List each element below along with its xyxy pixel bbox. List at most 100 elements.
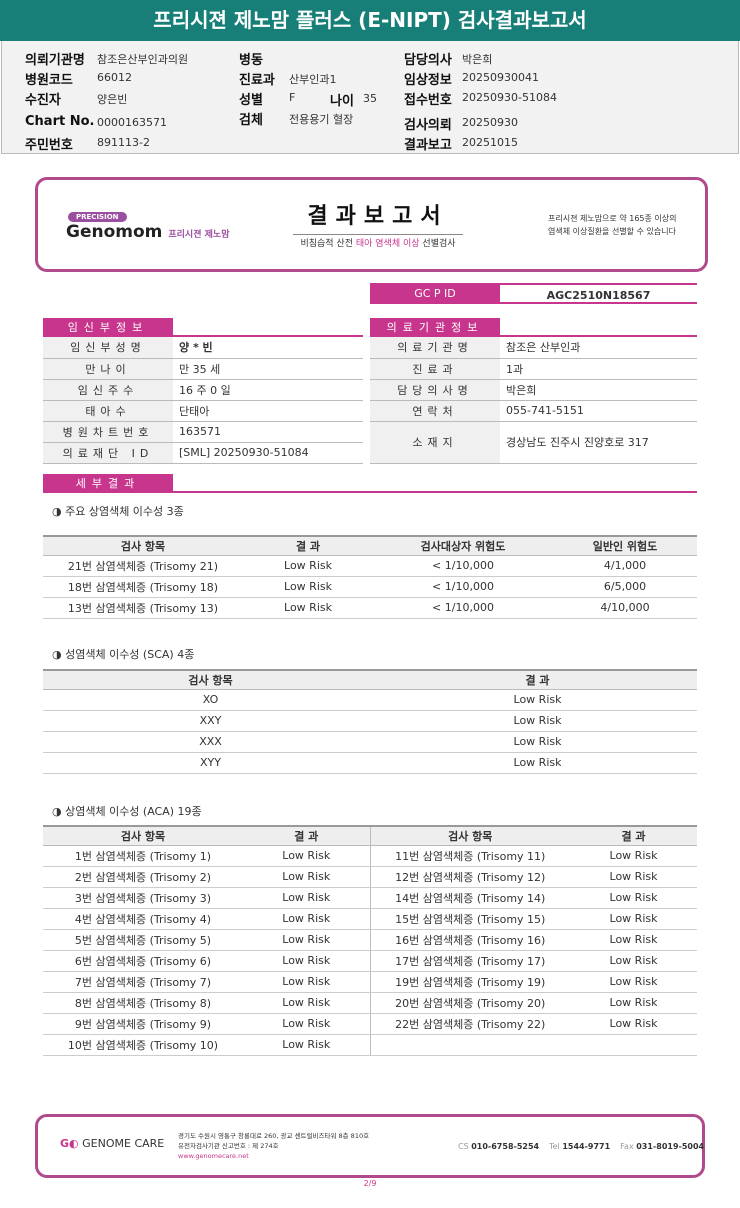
logo-text: Genomom [66, 222, 163, 242]
tel-label: Tel [549, 1142, 560, 1151]
table-row: 2번 삼염색체증 (Trisomy 2) Low Risk 12번 삼염색체증 (T… [43, 866, 697, 888]
gc-logo-icon: G◐ [60, 1137, 79, 1150]
table-row: 만나이 만 35 세 [43, 358, 363, 380]
cell: 13번 삼염색체증 (Trisomy 13) [43, 597, 243, 619]
column-header: 일반인 위험도 [553, 536, 697, 556]
row-label: 의료재단 ID [43, 442, 173, 464]
cell: 12번 삼염색체증 (Trisomy 12) [369, 866, 570, 888]
header-row: 검사 항목 결 과 검사대상자 위험도 일반인 위험도 [43, 536, 697, 556]
cell: Low Risk [243, 992, 370, 1014]
header-row: 검사 항목 결 과 검사 항목 결 과 [43, 826, 697, 846]
info-value: F [289, 91, 296, 104]
row-label: 연락처 [370, 400, 500, 422]
cell: 21번 삼염색체증 (Trisomy 21) [43, 555, 243, 577]
cell: Low Risk [570, 866, 697, 888]
cell: 10번 삼염색체증 (Trisomy 10) [43, 1034, 243, 1056]
cell: Low Risk [378, 731, 697, 753]
report-title: 프리시젼 제노맘 플러스 (E-NIPT) 검사결과보고서 [0, 0, 740, 41]
row-label: 의료기관명 [370, 337, 500, 359]
sub-em: 태아 염색체 이상 [355, 239, 420, 249]
gc-logo-text: GENOME CARE [82, 1137, 165, 1150]
info-label: 진료과 [239, 73, 275, 88]
row-value: 양 * 빈 [173, 337, 363, 359]
detail-header: 세부결과 [43, 474, 173, 493]
column-header: 결 과 [243, 826, 370, 846]
cell [369, 1034, 570, 1056]
footer-url[interactable]: www.genomecare.net [178, 1152, 249, 1160]
column-header: 결 과 [243, 536, 373, 556]
cell: Low Risk [570, 1013, 697, 1035]
column-header: 검사 항목 [43, 670, 378, 690]
info-label: Chart No. [25, 114, 95, 129]
fax: 031-8019-5004 [636, 1142, 705, 1151]
addr2: 유전자검사기관 신고번호 : 제 274호 [178, 1142, 279, 1150]
cell: 9번 삼염색체증 (Trisomy 9) [43, 1013, 243, 1035]
banner-subtitle: 비침습적 산전 태아 염색체 이상 선별검사 [278, 236, 478, 249]
table-row: 7번 삼염색체증 (Trisomy 7) Low Risk 19번 삼염색체증 (T… [43, 971, 697, 993]
row-value: 박은희 [500, 379, 697, 401]
info-value: 20250930-51084 [462, 91, 557, 104]
row-value: 참조은 산부인과 [500, 337, 697, 359]
precision-badge: PRECISION [68, 212, 127, 222]
cell: Low Risk [570, 971, 697, 993]
cell: Low Risk [570, 908, 697, 930]
info-value: 20250930041 [462, 71, 539, 84]
header-row: 검사 항목 결 과 [43, 670, 697, 690]
order-info-panel: 의뢰기관명 참조은산부인과의원 병원코드 66012 수진자 양은빈 Chart No. 00… [1, 41, 739, 154]
row-label: 태아수 [43, 400, 173, 422]
gcpid-value: AGC2510N18567 [500, 283, 697, 304]
row-label: 병원차트번호 [43, 421, 173, 443]
table-row: 8번 삼염색체증 (Trisomy 8) Low Risk 20번 삼염색체증 (T… [43, 992, 697, 1014]
cell: 11번 삼염색체증 (Trisomy 11) [369, 845, 570, 867]
cell: Low Risk [243, 597, 373, 619]
cell: 3번 삼염색체증 (Trisomy 3) [43, 887, 243, 909]
row-value: 163571 [173, 421, 363, 443]
column-header: 검사 항목 [43, 536, 243, 556]
cell: 5번 삼염색체증 (Trisomy 5) [43, 929, 243, 951]
row-value: 055-741-5151 [500, 400, 697, 422]
genomom-logo: Genomom 프리시젼 제노맘 [66, 222, 229, 242]
cell: 4번 삼염색체증 (Trisomy 4) [43, 908, 243, 930]
table-row: 진료과 1과 [370, 358, 697, 380]
column-header: 검사 항목 [369, 826, 570, 846]
row-value: 16 주 0 일 [173, 379, 363, 401]
table-row: 9번 삼염색체증 (Trisomy 9) Low Risk 22번 삼염색체증 (T… [43, 1013, 697, 1035]
table-row: 연락처 055-741-5151 [370, 400, 697, 422]
info-label: 검체 [239, 113, 263, 128]
table-row: 21번 삼염색체증 (Trisomy 21) Low Risk < 1/10,000… [43, 555, 697, 577]
note-1: 프리시젼 제노맘으로 약 165종 이상의 [548, 214, 677, 223]
info-value: 891113-2 [97, 136, 150, 149]
tel: 1544-9771 [562, 1142, 611, 1151]
cell: Low Risk [243, 555, 373, 577]
cell: < 1/10,000 [373, 555, 553, 577]
row-label: 진료과 [370, 358, 500, 380]
table-row: XXY Low Risk [43, 710, 697, 732]
logo-sub: 프리시젼 제노맘 [168, 230, 230, 240]
cell: Low Risk [243, 1034, 370, 1056]
info-value: 35 [363, 92, 377, 105]
cell: 2번 삼염색체증 (Trisomy 2) [43, 866, 243, 888]
sub-pre: 비침습적 산전 [300, 239, 356, 249]
cell: 19번 삼염색체증 (Trisomy 19) [369, 971, 570, 993]
info-label: 결과보고 [404, 138, 452, 153]
row-label: 만나이 [43, 358, 173, 380]
info-value: 양은빈 [97, 93, 128, 106]
row-label: 임신부성명 [43, 337, 173, 359]
footer-contacts: CS 010-6758-5254 Tel 1544-9771 Fax 031-801… [458, 1142, 704, 1151]
table-row: XXX Low Risk [43, 731, 697, 753]
cell: Low Risk [243, 929, 370, 951]
column-header: 결 과 [378, 670, 697, 690]
cell: 4/1,000 [553, 555, 697, 577]
cell: 8번 삼염색체증 (Trisomy 8) [43, 992, 243, 1014]
info-value: 20251015 [462, 136, 518, 149]
major-trisomy-table: 검사 항목 결 과 검사대상자 위험도 일반인 위험도 21번 삼염색체증 (Triso… [43, 535, 697, 619]
info-label: 병원코드 [25, 73, 73, 88]
sca-table: 검사 항목 결 과 XO Low Risk XXY Low Risk XXX Low Risk… [43, 669, 697, 774]
cell: XYY [43, 752, 378, 774]
cell: 18번 삼염색체증 (Trisomy 18) [43, 576, 243, 598]
footer-address: 경기도 수원시 영통구 창룡대로 260, 광교 센트럴비즈타워 8층 810호… [178, 1131, 369, 1161]
cell: Low Risk [243, 971, 370, 993]
table-row: 4번 삼염색체증 (Trisomy 4) Low Risk 15번 삼염색체증 (T… [43, 908, 697, 930]
cell: Low Risk [243, 576, 373, 598]
row-value: [SML] 20250930-51084 [173, 442, 363, 464]
